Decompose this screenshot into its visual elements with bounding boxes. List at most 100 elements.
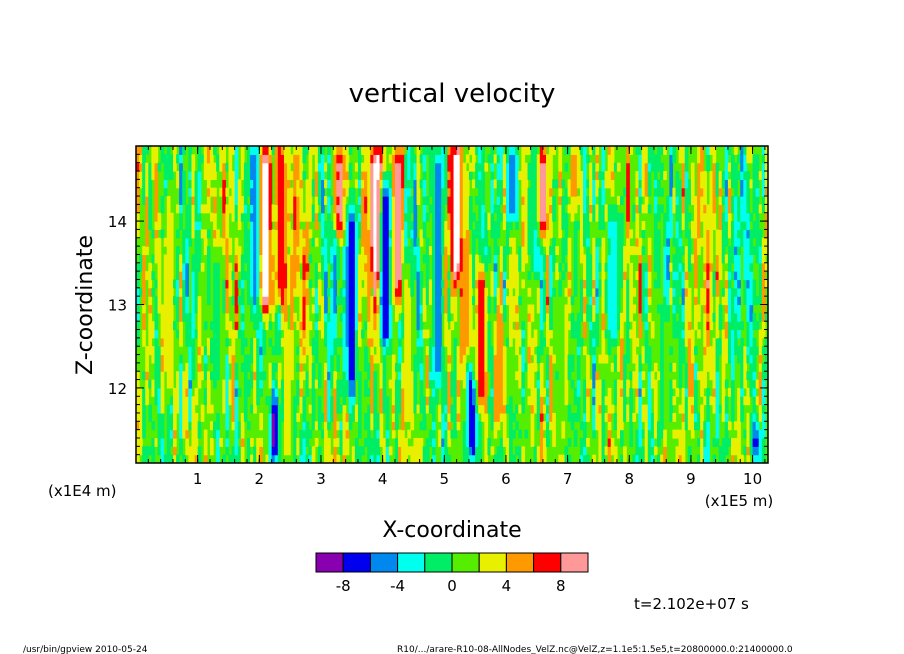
field-cell	[382, 371, 387, 381]
field-cell	[644, 446, 649, 456]
field-cell	[361, 187, 365, 197]
field-cell	[271, 312, 276, 322]
field-cell	[169, 229, 174, 239]
field-cell	[357, 396, 362, 406]
field-cell	[388, 221, 393, 231]
field-cell	[509, 412, 513, 422]
field-cell	[428, 246, 433, 256]
field-cell	[663, 304, 667, 314]
field-cell	[620, 254, 624, 264]
field-cell	[206, 287, 211, 297]
field-cell	[243, 337, 248, 347]
field-cell	[357, 271, 362, 281]
field-cell	[468, 271, 473, 281]
field-cell	[271, 262, 276, 272]
field-cell	[268, 196, 273, 205]
field-cell	[709, 246, 714, 256]
field-cell	[185, 404, 190, 414]
field-cell	[228, 171, 233, 180]
field-cell	[203, 321, 208, 331]
field-cell	[163, 312, 168, 322]
field-cell	[376, 146, 381, 155]
field-cell	[157, 279, 162, 289]
field-cell	[302, 312, 307, 322]
field-cell	[188, 362, 193, 372]
field-cell	[179, 312, 183, 322]
field-cell	[136, 212, 140, 222]
field-cell	[354, 204, 359, 214]
field-cell	[499, 446, 504, 456]
field-cell	[333, 246, 337, 256]
field-cell	[549, 412, 553, 422]
field-cell	[663, 262, 667, 272]
field-cell	[493, 371, 498, 381]
field-cell	[357, 412, 362, 422]
field-cell	[364, 146, 368, 155]
field-cell	[410, 171, 415, 180]
field-cell	[425, 396, 430, 406]
field-cell	[209, 171, 214, 180]
field-cell	[453, 146, 458, 155]
field-cell	[176, 304, 180, 314]
field-cell	[598, 171, 603, 180]
field-cell	[700, 446, 704, 456]
field-cell	[475, 196, 479, 205]
field-cell	[610, 212, 615, 222]
field-cell	[712, 346, 717, 356]
field-cell	[583, 296, 587, 306]
field-cell	[468, 296, 473, 306]
field-cell	[342, 329, 347, 339]
field-cell	[515, 271, 519, 281]
field-cell	[687, 454, 692, 463]
field-cell	[657, 304, 661, 314]
field-cell	[206, 171, 211, 180]
field-cell	[234, 204, 239, 214]
field-cell	[237, 254, 242, 264]
field-cell	[462, 262, 467, 272]
field-cell	[487, 254, 492, 264]
field-cell	[361, 196, 365, 205]
field-cell	[684, 312, 689, 322]
field-cell	[607, 387, 612, 397]
field-cell	[610, 179, 615, 189]
field-cell	[302, 371, 307, 381]
field-cell	[450, 179, 455, 189]
field-cell	[200, 404, 205, 414]
field-cell	[499, 262, 504, 272]
field-cell	[194, 229, 199, 239]
field-cell	[361, 171, 365, 180]
field-cell	[444, 387, 448, 397]
field-cell	[373, 212, 378, 222]
field-cell	[333, 146, 337, 155]
field-cell	[678, 246, 683, 256]
field-cell	[271, 429, 276, 439]
field-cell	[299, 246, 304, 256]
field-cell	[160, 154, 165, 164]
field-cell	[268, 271, 273, 281]
field-cell	[290, 287, 294, 297]
field-cell	[240, 321, 245, 331]
field-cell	[213, 204, 217, 214]
field-cell	[478, 387, 482, 397]
field-cell	[586, 312, 590, 322]
field-cell	[441, 221, 445, 231]
field-cell	[179, 429, 183, 439]
field-cell	[231, 146, 236, 155]
field-cell	[382, 262, 387, 272]
field-cell	[379, 162, 384, 172]
field-cell	[398, 254, 402, 264]
field-cell	[521, 171, 526, 180]
field-cell	[690, 354, 695, 364]
field-cell	[336, 354, 341, 364]
field-cell	[317, 421, 322, 431]
field-cell	[542, 296, 547, 306]
field-cell	[407, 296, 411, 306]
field-cell	[481, 279, 485, 289]
field-cell	[287, 162, 291, 172]
field-cell	[253, 287, 257, 297]
field-cell	[243, 412, 248, 422]
field-cell	[222, 162, 226, 172]
field-cell	[194, 179, 199, 189]
field-cell	[712, 379, 717, 389]
field-cell	[644, 412, 649, 422]
